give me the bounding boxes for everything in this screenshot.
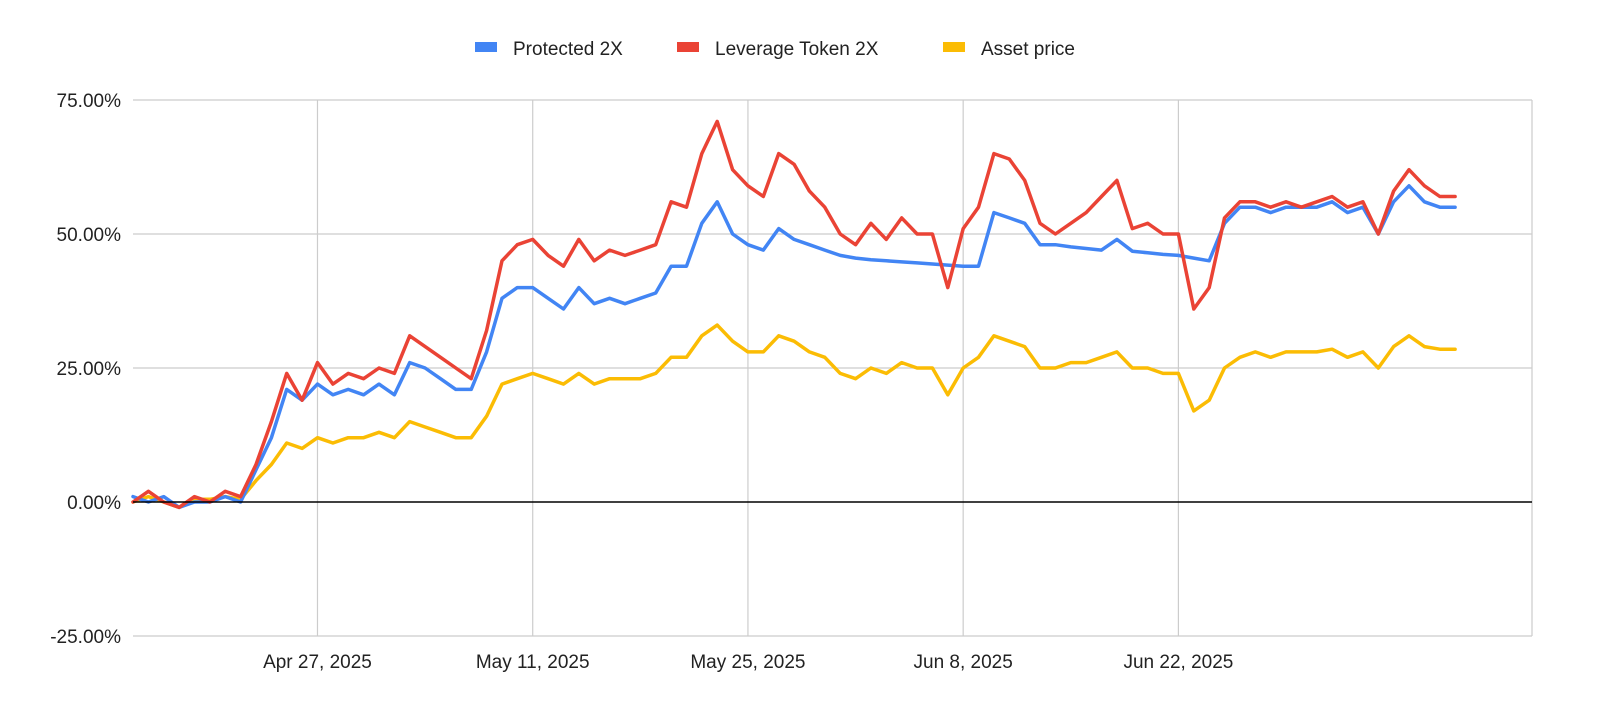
chart-legend: Protected 2X Leverage Token 2X Asset price (475, 39, 1075, 60)
y-tick-label: 0.00% (67, 493, 121, 514)
series-line-asset-price (131, 323, 1457, 510)
series-line-leverage-token-2x (131, 119, 1457, 510)
x-tick-label: May 11, 2025 (476, 652, 590, 673)
y-tick-label: 25.00% (57, 359, 122, 380)
x-tick-label: Jun 22, 2025 (1123, 652, 1233, 673)
y-tick-label: 75.00% (57, 91, 122, 112)
legend-label: Leverage Token 2X (715, 39, 879, 60)
x-tick-label: Apr 27, 2025 (263, 652, 372, 673)
series-line-protected-2x (131, 184, 1457, 510)
x-tick-label: May 25, 2025 (690, 652, 805, 673)
legend-swatch (677, 42, 699, 52)
series-layer (131, 119, 1457, 510)
y-tick-label: 50.00% (57, 225, 122, 246)
legend-label: Protected 2X (513, 39, 623, 60)
legend-swatch (943, 42, 965, 52)
y-tick-label: -25.00% (50, 627, 121, 648)
legend-label: Asset price (981, 39, 1075, 60)
chart-grid (133, 99, 1533, 637)
x-tick-label: Jun 8, 2025 (914, 652, 1013, 673)
chart-axes: 75.00% 50.00% 25.00% 0.00% -25.00% Apr 27, 20… (50, 91, 1532, 673)
legend-swatch (475, 42, 497, 52)
